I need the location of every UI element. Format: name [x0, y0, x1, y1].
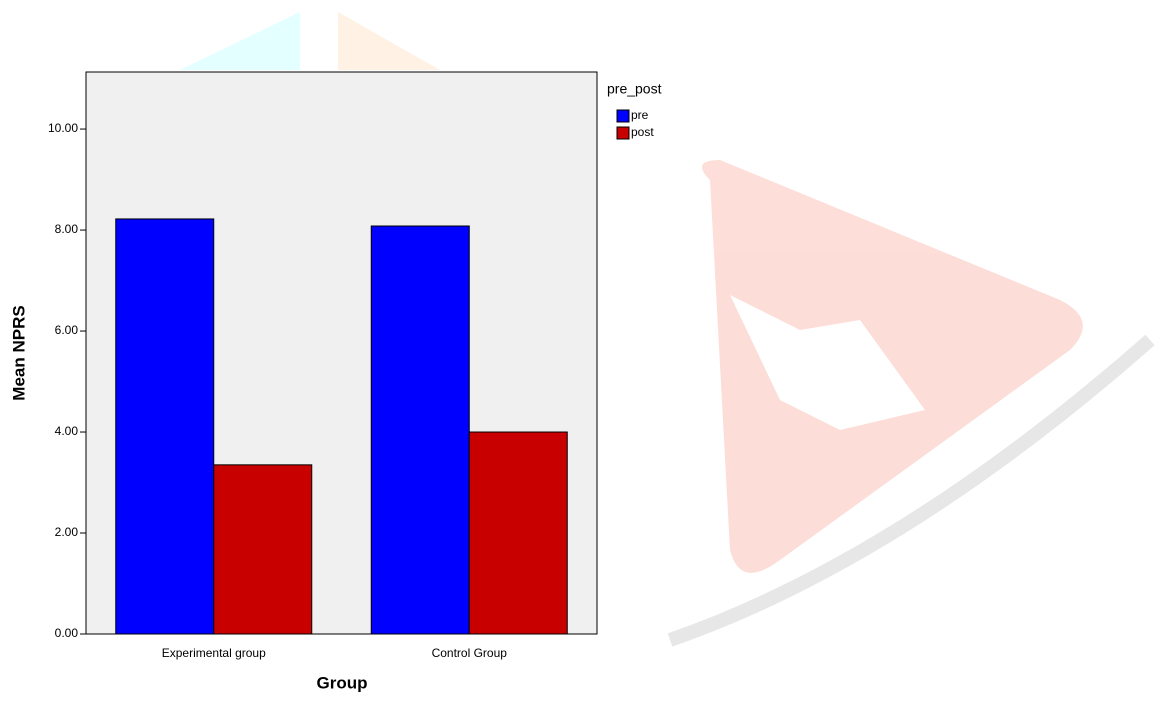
y-axis-title: Mean NPRS — [9, 305, 28, 400]
y-tick-label: 4.00 — [55, 424, 79, 438]
x-tick-label: Experimental group — [162, 646, 266, 660]
bar — [370, 225, 470, 635]
legend-title: pre_post — [607, 81, 662, 97]
y-tick-label: 8.00 — [55, 222, 79, 236]
x-tick-label: Control Group — [432, 646, 508, 660]
bar — [468, 431, 568, 635]
y-tick-label: 0.00 — [55, 626, 79, 640]
x-axis-title: Group — [317, 673, 368, 692]
legend-label: post — [631, 125, 654, 139]
bar — [213, 464, 313, 635]
y-tick-label: 2.00 — [55, 525, 79, 539]
y-tick-label: 10.00 — [48, 121, 78, 135]
legend-swatch — [616, 109, 630, 123]
y-tick-label: 6.00 — [55, 323, 79, 337]
legend-label: pre — [631, 108, 649, 122]
watermark — [180, 12, 1155, 647]
legend-swatch — [616, 126, 630, 140]
bar — [115, 218, 215, 635]
